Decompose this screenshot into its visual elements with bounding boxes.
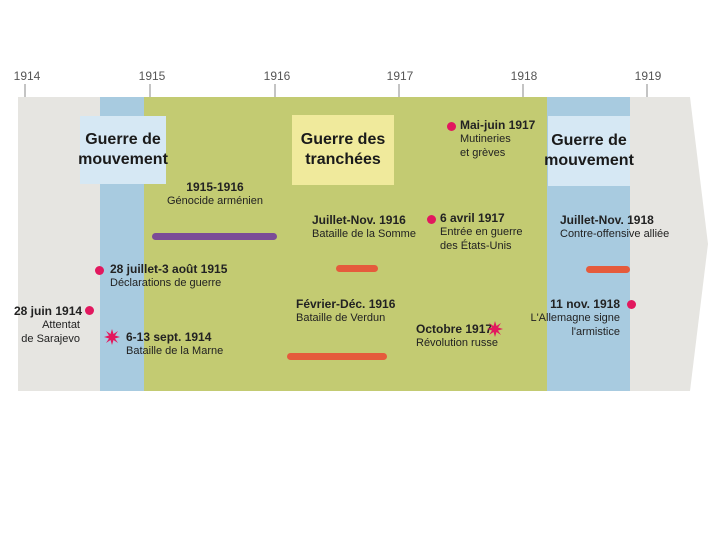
event-contre-offensive: Juillet-Nov. 1918 Contre-offensive allié…: [560, 213, 669, 241]
phase-title-text: Guerre des tranchées: [300, 131, 386, 168]
event-date: 28 juillet-3 août 1915: [110, 262, 228, 276]
event-desc: de Sarajevo: [21, 333, 80, 345]
explosion-icon-marne: [104, 329, 120, 345]
duration-bar-armenien: [152, 233, 277, 240]
event-desc: Bataille de la Somme: [312, 228, 416, 240]
phase-title-mouvement-1: Guerre de mouvement: [78, 116, 168, 184]
phase-title-mouvement-2: Guerre de mouvement: [544, 116, 634, 186]
event-desc: Contre-offensive alliée: [560, 228, 670, 240]
event-date: Juillet-Nov. 1918: [560, 213, 654, 227]
event-desc: Bataille de la Marne: [126, 345, 224, 357]
year-ticks: [24, 84, 648, 97]
event-usa: 6 avril 1917 Entrée en guerre des États-…: [440, 211, 523, 253]
duration-bar-somme: [336, 265, 378, 272]
event-declarations: 28 juillet-3 août 1915 Déclarations de g…: [110, 262, 227, 290]
event-desc: Révolution russe: [416, 337, 498, 349]
event-dot-declarations: [95, 266, 104, 275]
event-verdun: Février-Déc. 1916 Bataille de Verdun: [296, 297, 395, 325]
event-desc: Mutineries: [460, 133, 511, 145]
event-armenien: 1915-1916 Génocide arménien: [160, 180, 270, 208]
event-date: 28 juin 1914: [14, 304, 83, 318]
event-desc: Bataille de Verdun: [296, 312, 386, 324]
phase-title-tranchees: Guerre des tranchées: [292, 115, 394, 185]
event-armistice: 11 nov. 1918 L'Allemagne signe l'armisti…: [524, 297, 620, 339]
event-date: Octobre 1917: [416, 322, 493, 336]
year-label-1916: 1916: [264, 69, 291, 83]
year-label-1914: 1914: [14, 69, 41, 83]
duration-bar-contre-offensive: [586, 266, 630, 273]
event-date: Juillet-Nov. 1916: [312, 213, 406, 227]
year-label-1915: 1915: [139, 69, 166, 83]
event-date: 6-13 sept. 1914: [126, 330, 212, 344]
event-date: 1915-1916: [186, 180, 244, 194]
event-desc: l'armistice: [571, 326, 620, 338]
year-label-1919: 1919: [635, 69, 662, 83]
event-desc: Attentat: [42, 319, 80, 331]
event-dot-usa: [427, 215, 436, 224]
event-desc: Déclarations de guerre: [110, 277, 222, 289]
event-dot-mutineries: [447, 122, 456, 131]
phase-title-text: Guerre de mouvement: [544, 132, 634, 169]
event-date: 6 avril 1917: [440, 211, 505, 225]
event-sarajevo: 28 juin 1914 Attentat de Sarajevo: [14, 304, 83, 346]
event-desc: Génocide arménien: [166, 195, 263, 207]
event-mutineries: Mai-juin 1917 Mutineries et grèves: [460, 118, 535, 160]
event-desc: et grèves: [460, 147, 506, 159]
duration-bar-verdun: [287, 353, 387, 360]
event-date: Mai-juin 1917: [460, 118, 536, 132]
event-desc: Entrée en guerre: [440, 226, 523, 238]
event-date: Février-Déc. 1916: [296, 297, 396, 311]
explosion-icon-revolution: [487, 321, 503, 337]
event-date: 11 nov. 1918: [550, 297, 620, 311]
year-label-1918: 1918: [511, 69, 538, 83]
event-marne: 6-13 sept. 1914 Bataille de la Marne: [126, 330, 223, 358]
event-desc: L'Allemagne signe: [530, 312, 620, 324]
event-revolution: Octobre 1917 Révolution russe: [416, 322, 498, 350]
year-label-1917: 1917: [387, 69, 414, 83]
event-dot-armistice: [627, 300, 636, 309]
event-somme: Juillet-Nov. 1916 Bataille de la Somme: [312, 213, 416, 241]
phase-title-text: Guerre de mouvement: [78, 131, 168, 168]
event-dot-sarajevo: [85, 306, 94, 315]
event-desc: des États-Unis: [440, 240, 512, 252]
